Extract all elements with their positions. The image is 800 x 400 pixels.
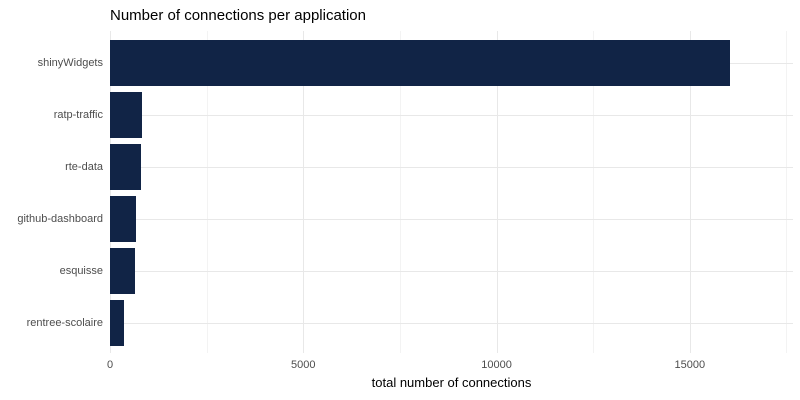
y-axis-label: esquisse (59, 265, 103, 277)
y-axis-label: ratp-traffic (53, 109, 103, 121)
bar-rentree-scolaire (110, 300, 124, 346)
major-gridline (303, 31, 305, 353)
minor-gridline (593, 31, 595, 353)
x-axis-title: total number of connections (371, 375, 532, 390)
category-gridline (110, 219, 793, 220)
plot-panel (110, 31, 793, 353)
bar-github-dashboard (110, 196, 136, 242)
y-axis-label: rte-data (65, 161, 103, 173)
y-axis-label: shinyWidgets (37, 57, 103, 69)
bar-rte-data (110, 144, 141, 190)
bar-ratp-traffic (110, 92, 143, 138)
chart-title: Number of connections per application (110, 7, 366, 24)
x-axis-tick-label: 5000 (291, 359, 316, 371)
category-gridline (110, 167, 793, 168)
x-axis-tick-label: 15000 (674, 359, 706, 371)
bar-shinywidgets (110, 40, 731, 86)
category-gridline (110, 323, 793, 324)
minor-gridline (399, 31, 401, 353)
y-axis-label: rentree-scolaire (26, 317, 103, 329)
minor-gridline (786, 31, 788, 353)
category-gridline (110, 271, 793, 272)
category-gridline (110, 115, 793, 116)
major-gridline (110, 31, 111, 353)
major-gridline (689, 31, 691, 353)
x-axis-tick-label: 0 (106, 359, 114, 371)
x-axis-tick-label: 10000 (481, 359, 512, 371)
y-axis-label: github-dashboard (17, 213, 103, 225)
minor-gridline (206, 31, 208, 353)
bar-esquisse (110, 248, 136, 294)
major-gridline (496, 31, 498, 353)
